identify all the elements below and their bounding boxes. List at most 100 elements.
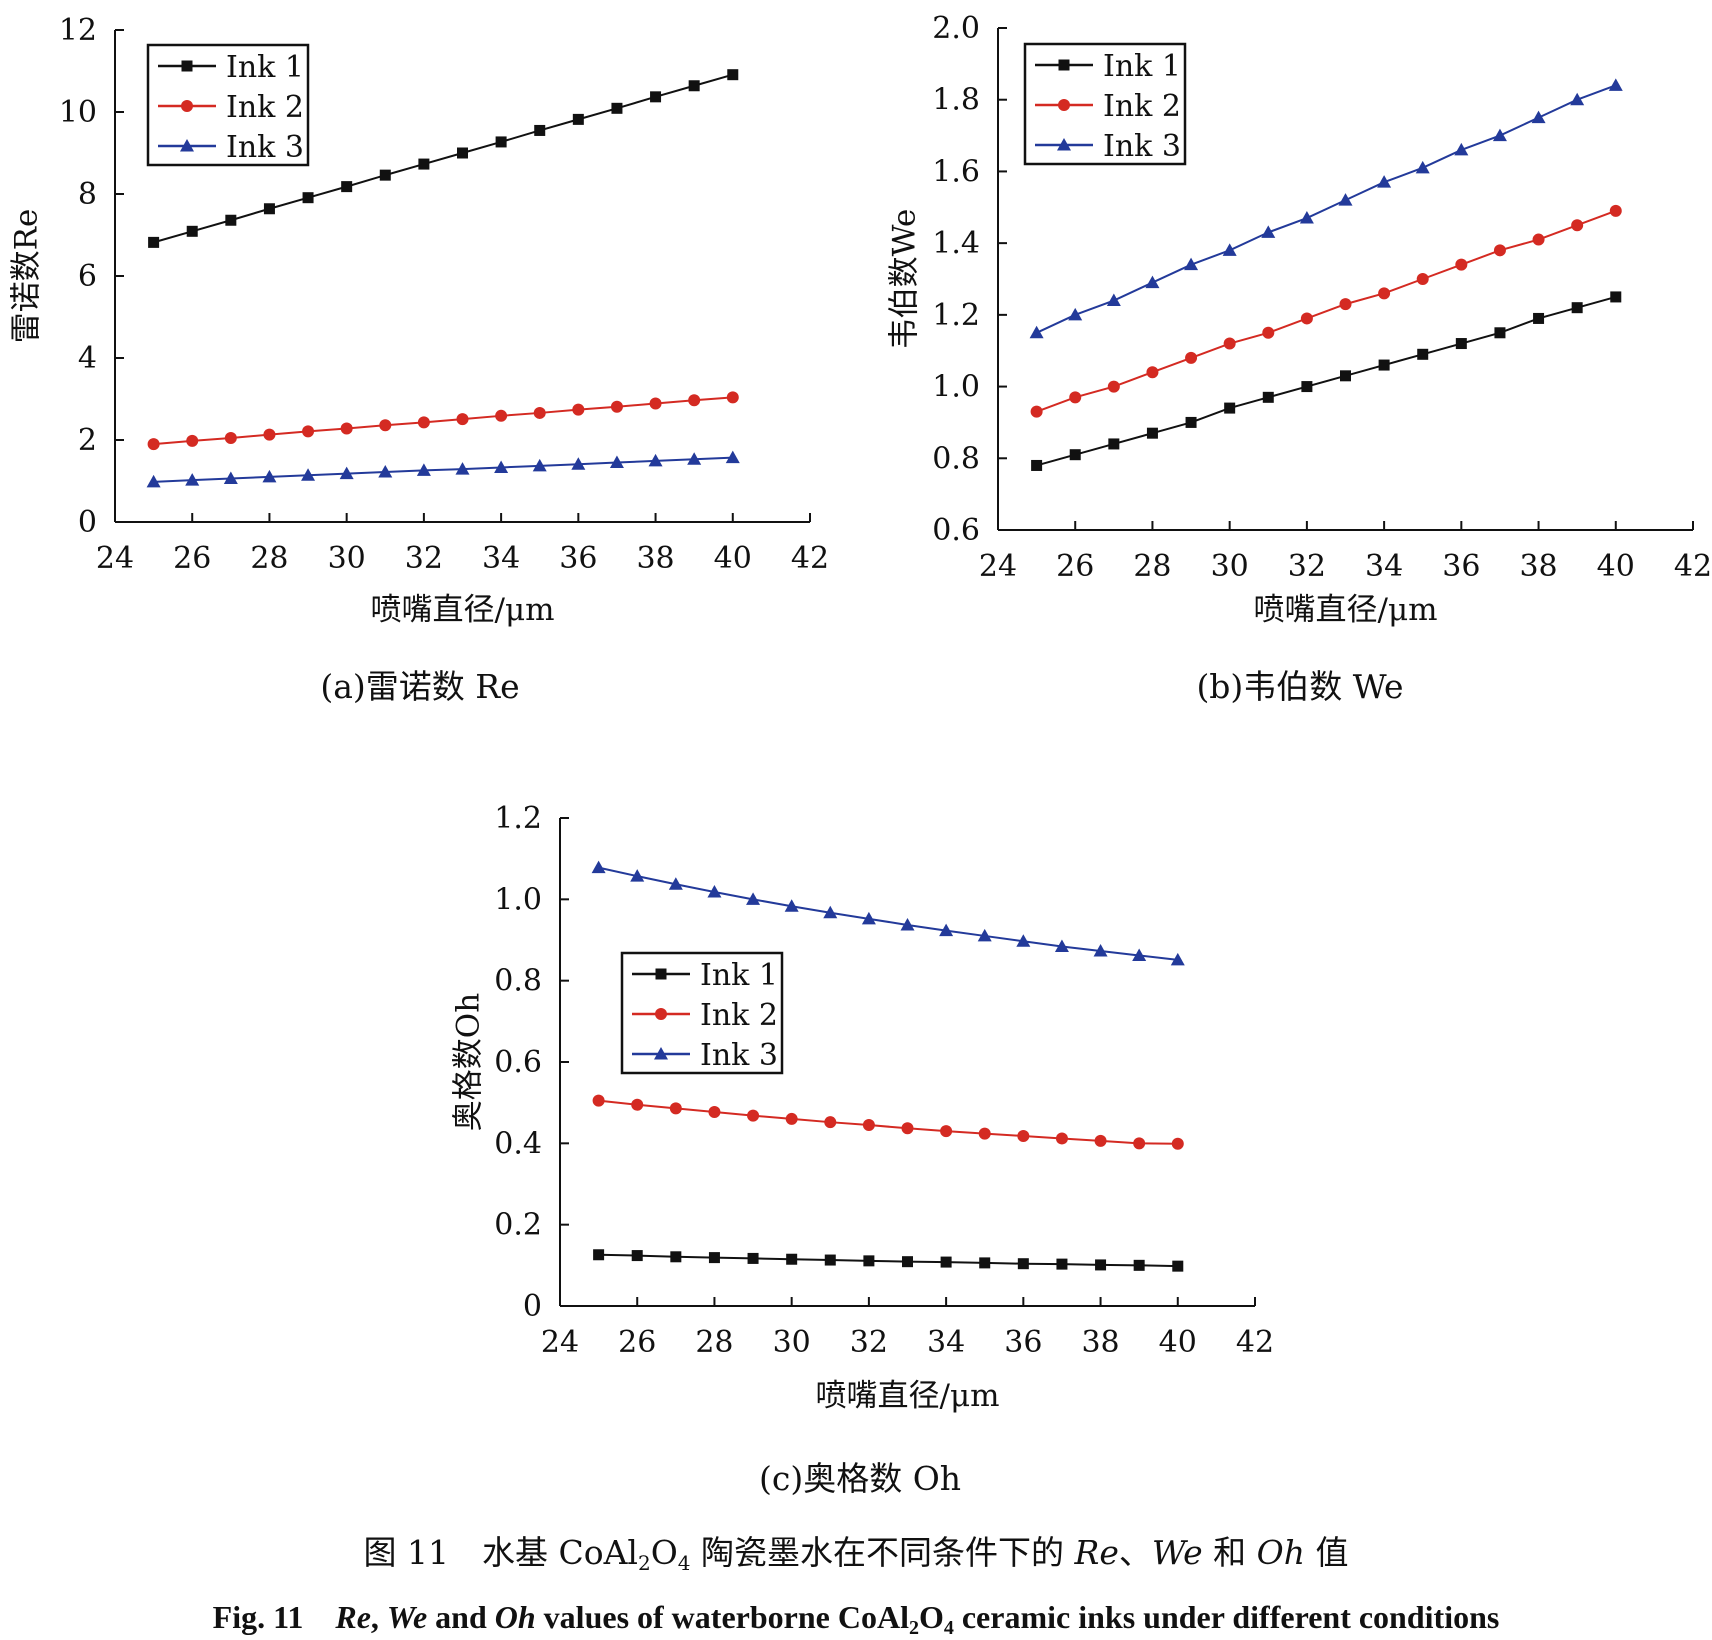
chart-a-legend-marker-1 (181, 60, 193, 72)
chart-c-point-ink3 (823, 905, 838, 919)
chart-c-point-ink1 (1133, 1259, 1145, 1271)
chart-a-series-line-1 (153, 73, 734, 244)
chart-a-point-ink1 (379, 169, 391, 181)
chart-c-x-tick-label: 24 (541, 1325, 579, 1360)
chart-b-legend-marker-3 (1057, 138, 1071, 151)
chart-c-point-ink1 (708, 1252, 720, 1264)
chart-b-point-ink1 (1417, 348, 1429, 360)
chart-b-point-ink3 (1029, 325, 1044, 339)
chart-b-y-tick-label: 1.8 (932, 83, 980, 118)
chart-c-point-ink3 (861, 911, 876, 925)
chart-a-point-ink2 (302, 425, 315, 438)
chart-c-point-ink3 (1132, 948, 1147, 961)
chart-a-point-ink3 (262, 469, 277, 483)
chart-c-y-axis-label: 奥格数Oh (451, 993, 487, 1131)
chart-b-x-tick-label: 30 (1211, 549, 1249, 584)
chart-c-point-ink2 (631, 1098, 644, 1111)
chart-b-x-tick-label: 26 (1056, 549, 1094, 584)
chart-c-point-ink1 (902, 1256, 913, 1268)
chart-a-point-ink1 (611, 102, 623, 114)
chart-c-point-ink3 (668, 877, 683, 890)
chart-a-point-ink3 (609, 455, 624, 469)
chart-c-point-ink3 (1170, 952, 1185, 966)
chart-b-point-ink1 (1378, 359, 1390, 371)
chart-a-x-tick-label: 40 (714, 541, 752, 576)
chart-a-point-ink1 (302, 192, 314, 204)
chart-a-x-tick-label: 28 (250, 541, 288, 576)
chart-b-point-ink2 (1300, 312, 1313, 325)
chart-b-point-ink2 (1609, 204, 1622, 217)
chart-b-point-ink2 (1262, 326, 1275, 339)
chart-c-point-ink1 (593, 1249, 605, 1261)
figure-caption-zh: 图 11 水基 CoAl2O4 陶瓷墨水在不同条件下的 Re、We 和 Oh 值 (363, 1533, 1349, 1575)
chart-c-point-ink1 (1056, 1258, 1068, 1270)
chart-a-x-tick-label: 32 (405, 541, 443, 576)
chart-c-y-tick-label: 0.2 (494, 1208, 542, 1243)
chart-c-x-tick-label: 30 (773, 1325, 811, 1360)
chart-a-point-ink1 (186, 225, 198, 237)
chart-c-point-ink3 (1093, 943, 1108, 957)
chart-c-point-ink3 (977, 928, 992, 942)
chart-a-point-ink3 (378, 464, 393, 478)
chart-b-point-ink3 (1531, 110, 1546, 124)
chart-b-x-tick-label: 36 (1442, 549, 1480, 584)
chart-c-point-ink2 (1094, 1134, 1107, 1147)
chart-c-legend-marker-3 (654, 1047, 668, 1060)
chart-b-x-axis-label: 喷嘴直径/μm (1254, 592, 1438, 628)
chart-a-point-ink2 (572, 403, 585, 416)
chart-a-point-ink3 (494, 460, 509, 473)
chart-a-point-ink1 (341, 181, 353, 193)
chart-c-y-tick-label: 0.8 (494, 964, 542, 999)
chart-b-y-tick-label: 1.0 (932, 370, 980, 405)
chart-c-x-tick-label: 42 (1236, 1325, 1274, 1360)
chart-a-x-tick-label: 30 (328, 541, 366, 576)
chart-a-point-ink3 (223, 471, 238, 485)
chart-a-point-ink3 (339, 466, 354, 480)
chart-a-y-axis-label: 雷诺数Re (9, 209, 45, 344)
figure-caption-en: Fig. 11 Re, We and Oh values of waterbor… (212, 1599, 1500, 1639)
chart-c-legend-marker-2 (655, 1008, 667, 1020)
chart-c-point-ink1 (863, 1255, 875, 1267)
chart-a-point-ink3 (301, 468, 316, 481)
chart-a-point-ink3 (416, 463, 431, 476)
chart-c-point-ink3 (1054, 939, 1069, 953)
chart-b-point-ink3 (1608, 78, 1623, 91)
chart-b-point-ink3 (1338, 193, 1353, 206)
chart-b-point-ink1 (1340, 370, 1351, 382)
chart-c-point-ink1 (747, 1252, 759, 1264)
chart-c-point-ink2 (1055, 1132, 1068, 1145)
chart-a-point-ink2 (417, 416, 430, 429)
chart-a-caption: (a)雷诺数 Re (320, 667, 519, 706)
chart-b-point-ink3 (1415, 160, 1430, 174)
chart-c-y-tick-label: 0.6 (494, 1045, 542, 1080)
chart-a-point-ink3 (571, 457, 586, 470)
chart-a-point-ink2 (688, 394, 701, 407)
chart-a-y-tick-label: 12 (59, 13, 97, 48)
chart-c-point-ink2 (785, 1112, 798, 1125)
chart-c-x-tick-label: 32 (850, 1325, 888, 1360)
chart-b-x-tick-label: 40 (1597, 549, 1635, 584)
chart-c-x-tick-label: 38 (1081, 1325, 1119, 1360)
chart-c-y-tick-label: 1.2 (494, 801, 542, 836)
chart-b-y-tick-label: 1.2 (932, 298, 980, 333)
chart-b-point-ink1 (1069, 449, 1081, 461)
chart-a-legend-label-3: Ink 3 (226, 130, 304, 165)
chart-a-point-ink1 (495, 136, 507, 148)
chart-a-x-axis-label: 喷嘴直径/μm (371, 592, 555, 628)
chart-c-y-tick-label: 0 (523, 1289, 542, 1324)
chart-c-x-tick-label: 28 (695, 1325, 733, 1360)
chart-c-point-ink3 (784, 899, 799, 912)
chart-c-series-line-3 (598, 866, 1178, 961)
chart-c-point-ink1 (1095, 1259, 1107, 1271)
chart-b-point-ink1 (1533, 312, 1545, 324)
chart-a-point-ink3 (687, 452, 702, 465)
chart-a-point-ink2 (147, 438, 160, 451)
chart-a-point-ink1 (457, 147, 468, 159)
chart-c-point-ink2 (669, 1102, 682, 1115)
chart-a-point-ink2 (533, 406, 546, 419)
chart-b-x-tick-label: 32 (1288, 549, 1326, 584)
chart-c-legend-label-1: Ink 1 (700, 958, 778, 993)
chart-c-point-ink2 (1133, 1137, 1146, 1150)
chart-b-point-ink1 (1146, 427, 1158, 439)
